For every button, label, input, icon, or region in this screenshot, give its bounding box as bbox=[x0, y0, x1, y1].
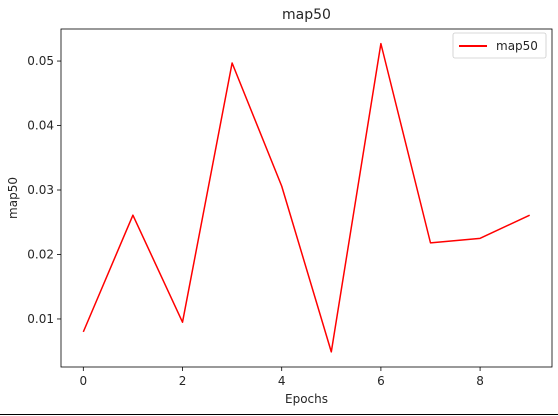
legend: map50 bbox=[452, 32, 547, 59]
legend-box bbox=[452, 32, 547, 59]
x-tick-label: 8 bbox=[476, 374, 484, 388]
x-tick-label: 6 bbox=[377, 374, 385, 388]
series-line-map50 bbox=[82, 42, 530, 353]
x-tick-label: 4 bbox=[278, 374, 286, 388]
x-axis-ticks: 0 2 4 6 8 bbox=[79, 367, 484, 388]
y-axis-ticks: 0.01 0.02 0.03 0.04 0.05 bbox=[27, 54, 61, 326]
plot-area-frame bbox=[60, 28, 553, 368]
y-tick-label: 0.03 bbox=[27, 183, 54, 197]
y-tick-label: 0.01 bbox=[27, 312, 54, 326]
x-tick-label: 0 bbox=[79, 374, 87, 388]
y-tick-label: 0.05 bbox=[27, 54, 54, 68]
y-tick-label: 0.02 bbox=[27, 247, 54, 261]
series-layer bbox=[82, 42, 530, 353]
chart-title: map50 bbox=[282, 7, 331, 23]
y-axis-label: map50 bbox=[6, 177, 20, 219]
y-tick-label: 0.04 bbox=[27, 119, 54, 133]
x-axis-label: Epochs bbox=[285, 392, 328, 406]
legend-label-map50: map50 bbox=[496, 39, 538, 53]
x-tick-label: 2 bbox=[179, 374, 187, 388]
